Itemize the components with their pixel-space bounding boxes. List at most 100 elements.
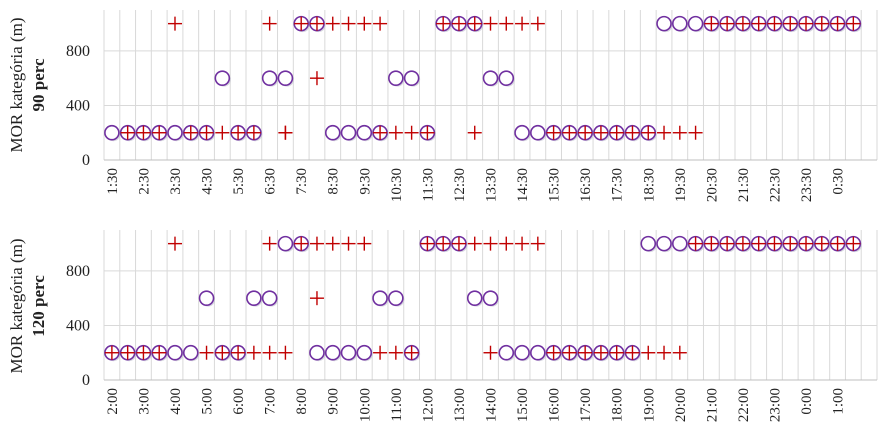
circle-point bbox=[356, 344, 373, 361]
cross-point bbox=[593, 125, 608, 140]
cross-point bbox=[814, 16, 829, 31]
x-tick-label: 5:00 bbox=[200, 388, 216, 415]
circle-point bbox=[324, 344, 341, 361]
cross-point bbox=[309, 291, 324, 306]
cross-point bbox=[720, 16, 735, 31]
cross-point bbox=[420, 125, 435, 140]
cross-point bbox=[152, 125, 167, 140]
cross-point bbox=[846, 236, 861, 251]
x-tick-label: 3:00 bbox=[136, 388, 152, 415]
cross-point bbox=[436, 236, 451, 251]
x-tick-label: 15:30 bbox=[547, 168, 563, 202]
x-tick-label: 7:00 bbox=[263, 388, 279, 415]
cross-point bbox=[357, 236, 372, 251]
cross-point bbox=[246, 125, 261, 140]
x-tick-label: 22:00 bbox=[736, 388, 752, 422]
circle-point bbox=[482, 290, 499, 306]
cross-point bbox=[767, 16, 782, 31]
cross-point bbox=[735, 16, 750, 31]
y-axis-label: MOR kategória (m) bbox=[7, 238, 26, 373]
cross-point bbox=[625, 125, 640, 140]
x-tick-label: 11:30 bbox=[420, 168, 436, 202]
x-tick-label: 6:30 bbox=[263, 168, 279, 195]
cross-point bbox=[578, 345, 593, 360]
circle-point bbox=[198, 290, 215, 306]
x-tick-label: 3:30 bbox=[168, 168, 184, 195]
cross-point bbox=[120, 345, 135, 360]
cross-point bbox=[373, 16, 388, 31]
cross-point bbox=[436, 16, 451, 31]
circle-point bbox=[340, 124, 357, 141]
y-tick-label: 0 bbox=[82, 152, 90, 169]
circle-point bbox=[640, 235, 657, 252]
cross-point bbox=[325, 236, 340, 251]
x-tick-label: 5:30 bbox=[231, 168, 247, 195]
cross-point bbox=[641, 345, 656, 360]
x-tick-label: 0:00 bbox=[799, 388, 815, 415]
x-tick-label: 16:00 bbox=[547, 388, 563, 422]
cross-point bbox=[404, 345, 419, 360]
circle-point bbox=[167, 344, 183, 361]
x-tick-label: 10:30 bbox=[389, 168, 405, 202]
cross-point bbox=[499, 16, 514, 31]
cross-point bbox=[373, 125, 388, 140]
x-tick-label: 4:30 bbox=[200, 168, 216, 195]
x-tick-label: 9:30 bbox=[357, 168, 373, 195]
cross-point bbox=[231, 125, 246, 140]
cross-point bbox=[278, 345, 293, 360]
x-tick-label: 7:30 bbox=[294, 168, 310, 195]
cross-point bbox=[152, 345, 167, 360]
circle-point bbox=[514, 344, 530, 361]
x-tick-label: 14:30 bbox=[515, 168, 531, 202]
cross-point bbox=[467, 125, 482, 140]
cross-point bbox=[199, 125, 214, 140]
circle-point bbox=[482, 70, 499, 86]
circle-point bbox=[388, 290, 404, 306]
cross-point bbox=[167, 16, 182, 31]
circle-point bbox=[498, 344, 515, 361]
x-tick-label: 8:30 bbox=[326, 168, 342, 195]
circle-point bbox=[309, 344, 325, 361]
x-tick-label: 6:00 bbox=[231, 388, 247, 415]
cross-point bbox=[136, 345, 151, 360]
cross-point bbox=[262, 236, 277, 251]
x-tick-label: 16:30 bbox=[578, 168, 594, 202]
y-tick-label: 400 bbox=[66, 97, 90, 114]
cross-point bbox=[799, 16, 814, 31]
cross-point bbox=[357, 16, 372, 31]
x-tick-label: 20:30 bbox=[704, 168, 720, 202]
x-tick-label: 23:00 bbox=[767, 388, 783, 422]
circle-point bbox=[261, 290, 278, 306]
x-tick-label: 8:00 bbox=[294, 388, 310, 415]
circle-point bbox=[214, 70, 231, 86]
circle-point bbox=[277, 235, 294, 252]
circle-point bbox=[246, 290, 262, 306]
y-tick-label: 800 bbox=[66, 263, 90, 280]
cross-point bbox=[515, 236, 530, 251]
x-tick-label: 2:30 bbox=[136, 168, 152, 195]
cross-point bbox=[704, 16, 719, 31]
cross-point bbox=[420, 236, 435, 251]
cross-point bbox=[467, 16, 482, 31]
x-tick-label: 18:30 bbox=[641, 168, 657, 202]
circle-point bbox=[530, 124, 546, 141]
cross-point bbox=[562, 345, 577, 360]
y-axis-label-bold: 90 perc bbox=[29, 58, 48, 111]
cross-point bbox=[294, 236, 309, 251]
cross-point bbox=[846, 16, 861, 31]
x-tick-label: 18:00 bbox=[610, 388, 626, 422]
cross-point bbox=[483, 16, 498, 31]
cross-point bbox=[578, 125, 593, 140]
cross-point bbox=[783, 16, 798, 31]
cross-point bbox=[688, 236, 703, 251]
x-tick-label: 13:30 bbox=[484, 168, 500, 202]
cross-point bbox=[451, 16, 466, 31]
cross-point bbox=[341, 236, 356, 251]
cross-point bbox=[515, 16, 530, 31]
cross-point bbox=[309, 16, 324, 31]
cross-point bbox=[609, 125, 624, 140]
cross-point bbox=[104, 345, 119, 360]
cross-point bbox=[215, 125, 230, 140]
x-tick-label: 10:00 bbox=[357, 388, 373, 422]
